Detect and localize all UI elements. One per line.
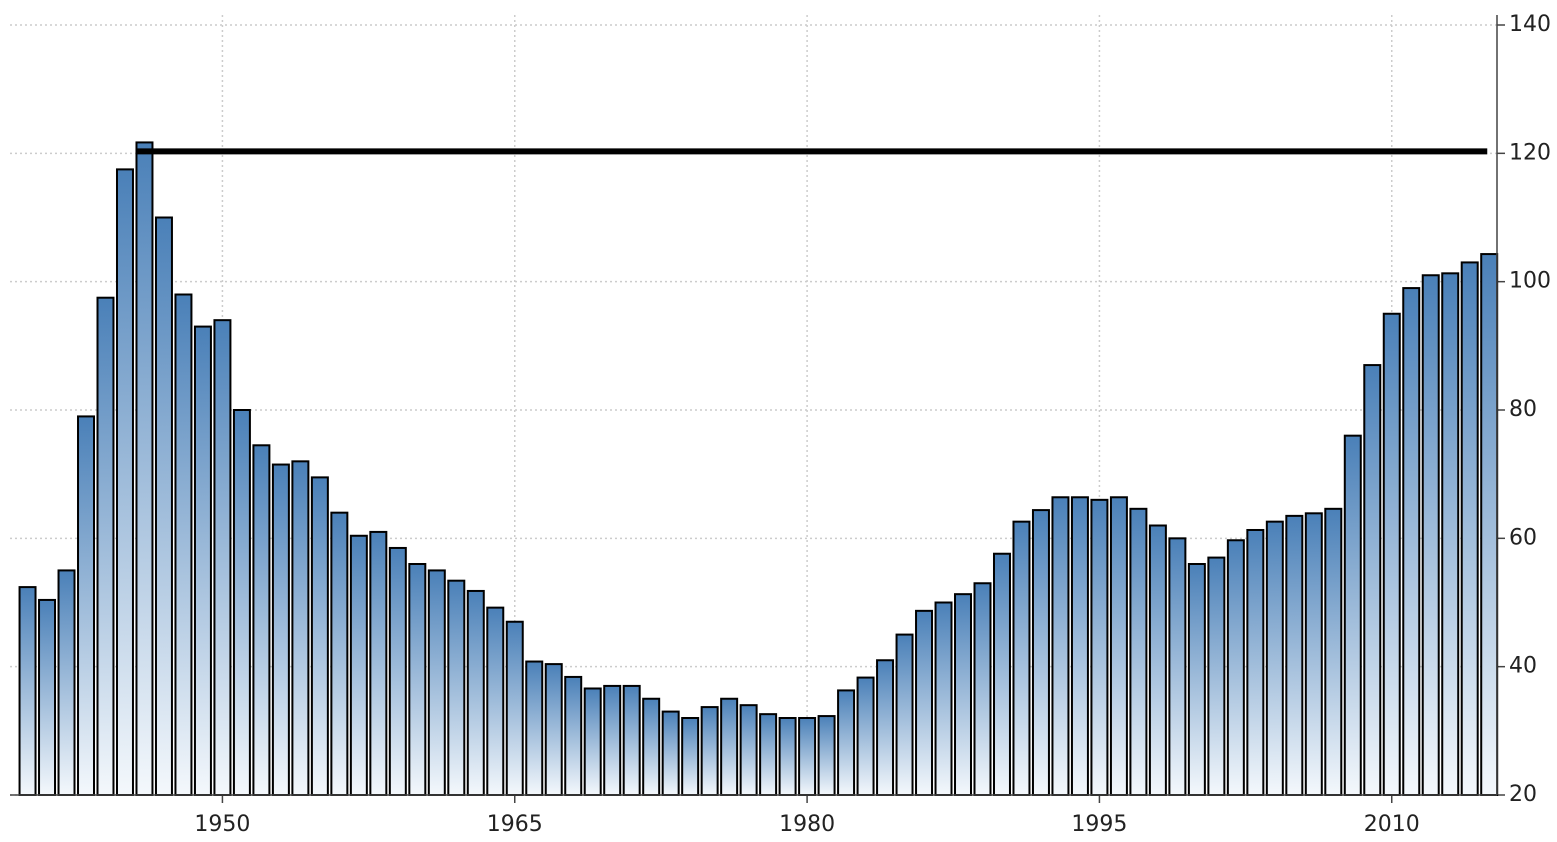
- bar: [1090, 498, 1109, 796]
- x-tick-label: 1980: [779, 812, 835, 837]
- bar: [1051, 496, 1070, 796]
- bar: [135, 141, 154, 797]
- bar: [1148, 524, 1167, 796]
- bar: [583, 687, 602, 797]
- bar: [934, 601, 953, 796]
- bar: [330, 511, 349, 797]
- bar: [1363, 364, 1382, 796]
- bar: [213, 319, 232, 796]
- y-tick-label: 100: [1509, 269, 1551, 294]
- bar: [271, 463, 290, 796]
- y-tick-label: 60: [1509, 525, 1537, 550]
- bar: [96, 296, 115, 796]
- bar: [1304, 512, 1323, 797]
- y-tick-label: 120: [1509, 140, 1551, 165]
- bar: [681, 717, 700, 796]
- bar: [1207, 556, 1226, 796]
- bar: [798, 717, 817, 796]
- bar: [603, 684, 622, 797]
- bar: [77, 415, 95, 796]
- y-tick-label: 140: [1509, 12, 1551, 37]
- bar: [973, 582, 992, 796]
- bar: [18, 586, 37, 796]
- bar: [57, 569, 76, 797]
- bar: [1129, 507, 1148, 796]
- x-tick-label: 1950: [194, 812, 250, 837]
- bar: [447, 579, 466, 797]
- bar: [1070, 496, 1089, 796]
- bar: [642, 697, 661, 796]
- bar: [622, 684, 641, 797]
- bar: [1168, 537, 1187, 796]
- bar: [408, 563, 427, 796]
- bar: [1109, 496, 1128, 796]
- x-tick-label: 1995: [1071, 812, 1127, 837]
- bar: [154, 216, 173, 796]
- bar: [1421, 274, 1440, 796]
- bar: [232, 409, 251, 796]
- bar: [466, 589, 485, 797]
- bar: [310, 476, 329, 796]
- bar: [759, 713, 778, 797]
- bar: [525, 660, 544, 796]
- y-tick-label: 80: [1509, 397, 1537, 422]
- bar: [1265, 520, 1284, 797]
- bar: [1441, 272, 1460, 796]
- bar: [505, 620, 524, 796]
- x-tick-label: 1965: [487, 812, 543, 837]
- bar: [700, 706, 719, 797]
- bar: [1012, 520, 1031, 797]
- bar: [1343, 434, 1362, 796]
- bar: [544, 663, 563, 796]
- bar: [252, 444, 271, 796]
- bar: [388, 546, 407, 796]
- y-tick-label: 40: [1509, 654, 1537, 679]
- bar: [817, 715, 836, 797]
- x-tick-label: 2010: [1364, 812, 1420, 837]
- bar: [349, 534, 368, 796]
- bar: [1402, 287, 1421, 796]
- bar: [369, 530, 388, 797]
- bar: [876, 659, 895, 796]
- bar: [38, 598, 57, 797]
- bar: [1460, 261, 1479, 796]
- bar: [954, 593, 972, 796]
- bar: [1187, 563, 1206, 796]
- bar: [915, 609, 934, 797]
- bar: [992, 552, 1011, 796]
- bar: [564, 675, 583, 797]
- bar: [856, 676, 875, 797]
- y-tick-label: 20: [1509, 782, 1537, 807]
- bar: [720, 697, 739, 796]
- bar: [486, 606, 505, 797]
- bar: [174, 293, 193, 796]
- bar: [778, 717, 797, 796]
- bar: [895, 633, 914, 796]
- bar: [1285, 514, 1304, 796]
- bar: [291, 460, 310, 796]
- bar: [1382, 312, 1401, 796]
- bar: [739, 704, 758, 797]
- bar: [427, 569, 446, 797]
- bar: [193, 325, 212, 796]
- bar: [1031, 509, 1050, 796]
- bar: [1246, 528, 1265, 796]
- bar: [837, 689, 856, 796]
- bar: [1324, 507, 1343, 796]
- bar: [661, 710, 680, 796]
- bar: [115, 168, 134, 796]
- bar: [1226, 539, 1245, 797]
- bar: [1480, 253, 1499, 796]
